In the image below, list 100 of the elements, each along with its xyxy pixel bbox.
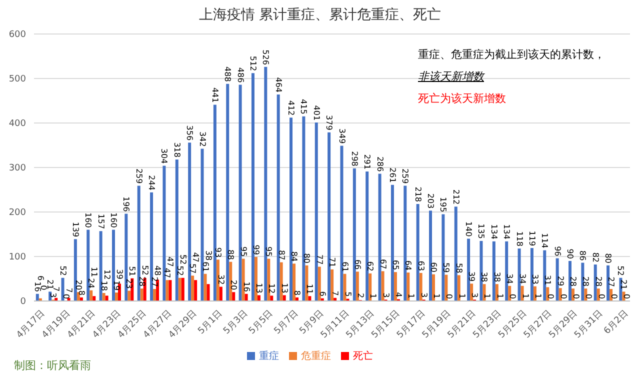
data-label: 342 — [198, 132, 207, 147]
y-tick-label: 600 — [8, 30, 26, 40]
data-label: 379 — [324, 115, 334, 130]
data-label: 119 — [527, 230, 536, 246]
data-label: 48 — [153, 266, 162, 276]
data-label: 29 — [556, 276, 565, 286]
data-label: 90 — [566, 248, 574, 259]
data-label: 3 — [470, 292, 480, 298]
data-label: 464 — [274, 77, 283, 93]
data-label: 114 — [540, 232, 550, 248]
y-tick-label: 500 — [8, 74, 26, 85]
data-label: 1 — [520, 293, 530, 299]
data-label: 261 — [388, 168, 397, 183]
data-label: 0 — [610, 294, 619, 299]
data-label: 20 — [74, 280, 83, 290]
y-tick-label: 100 — [8, 252, 26, 263]
data-label: 244 — [147, 175, 156, 190]
x-tick-label: 6月2日 — [602, 308, 630, 336]
data-label: 8 — [76, 290, 86, 296]
data-label: 349 — [337, 128, 346, 144]
data-label: 140 — [464, 221, 474, 237]
annotation: 重症、危重症为截止到该天的累计数， — [418, 47, 605, 63]
data-label: 0 — [546, 294, 556, 299]
data-label: 38 — [480, 272, 489, 282]
legend-label: 死亡 — [353, 351, 373, 362]
y-tick-label: 400 — [8, 119, 26, 130]
data-label: 2 — [356, 293, 365, 298]
data-label: 0 — [572, 294, 580, 299]
data-label: 52 — [140, 265, 150, 276]
data-label: 24 — [86, 278, 96, 288]
data-label: 7 — [64, 288, 74, 293]
data-label: 5 — [343, 292, 352, 297]
data-label: 1 — [495, 293, 504, 299]
data-label: 33 — [530, 274, 540, 284]
data-label: 60 — [429, 262, 438, 272]
data-label: 195 — [438, 196, 448, 212]
chart-title: 上海疫情 累计重症、累计危重症、死亡 — [198, 6, 442, 24]
data-label: 58 — [454, 263, 464, 274]
data-label: 259 — [400, 168, 410, 184]
data-label: 4 — [394, 292, 403, 298]
data-label: 11 — [90, 266, 99, 278]
data-label: 16 — [32, 282, 42, 292]
data-label: 38 — [492, 272, 502, 282]
data-label: 203 — [426, 193, 436, 209]
data-label: 526 — [261, 50, 270, 65]
data-label: 0 — [61, 294, 70, 299]
data-label: 134 — [502, 224, 512, 240]
data-label: 65 — [390, 260, 400, 270]
data-label: 160 — [84, 212, 93, 228]
x-tick-label: 5月5日 — [247, 308, 276, 336]
data-label: 52 — [178, 254, 188, 265]
data-label: 218 — [413, 186, 422, 202]
data-label: 95 — [238, 246, 248, 257]
annotation: 非该天新增数 — [418, 69, 486, 85]
data-label: 0 — [444, 294, 454, 299]
x-tick-label: 5月3日 — [222, 308, 250, 336]
data-label: 80 — [604, 253, 613, 264]
data-label: 28 — [568, 276, 578, 287]
data-label: 18 — [99, 280, 108, 291]
legend-label: 重症 — [259, 351, 279, 362]
data-label: 27 — [606, 276, 616, 287]
data-label: 134 — [489, 224, 498, 240]
data-label: 196 — [122, 196, 131, 212]
data-label: 38 — [204, 250, 213, 261]
data-label: 21 — [619, 279, 628, 290]
data-label: 61 — [340, 262, 350, 272]
data-label: 64 — [404, 260, 413, 271]
data-label: 488 — [223, 66, 232, 82]
data-label: 12 — [102, 270, 112, 280]
data-label: 11 — [305, 284, 314, 294]
data-label: 3 — [381, 292, 390, 298]
data-label: 47 — [166, 256, 175, 267]
data-label: 39 — [467, 271, 476, 282]
annotation: 死亡为该天新增数 — [418, 91, 507, 107]
data-label: 82 — [590, 252, 600, 263]
data-label: 57 — [188, 263, 198, 274]
data-label: 212 — [451, 189, 460, 205]
data-label: 51 — [128, 266, 137, 276]
data-label: 21 — [46, 279, 55, 290]
data-label: 286 — [375, 156, 384, 172]
data-label: 304 — [160, 148, 169, 164]
data-label: 1 — [406, 293, 416, 299]
data-label: 62 — [366, 261, 375, 272]
data-label: 28 — [594, 276, 603, 287]
data-label: 77 — [314, 254, 324, 265]
data-label: 84 — [290, 251, 299, 262]
data-label: 13 — [280, 283, 289, 294]
data-label: 27 — [150, 276, 160, 287]
data-label: 486 — [236, 67, 245, 83]
data-label: 34 — [505, 274, 514, 284]
data-label: 13 — [254, 283, 264, 294]
data-label: 39 — [114, 269, 124, 280]
data-label: 259 — [134, 168, 144, 184]
data-label: 61 — [200, 262, 210, 272]
legend-label: 危重症 — [301, 351, 331, 362]
data-label: 401 — [312, 105, 321, 121]
data-label: 356 — [185, 125, 194, 141]
data-label: 0 — [584, 294, 594, 299]
data-label: 28 — [137, 276, 146, 287]
y-tick-label: 0 — [20, 297, 26, 308]
